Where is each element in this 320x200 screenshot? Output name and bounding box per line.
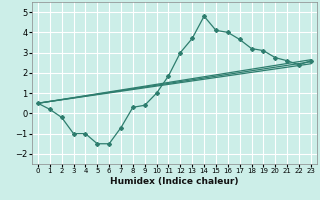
X-axis label: Humidex (Indice chaleur): Humidex (Indice chaleur) [110, 177, 239, 186]
